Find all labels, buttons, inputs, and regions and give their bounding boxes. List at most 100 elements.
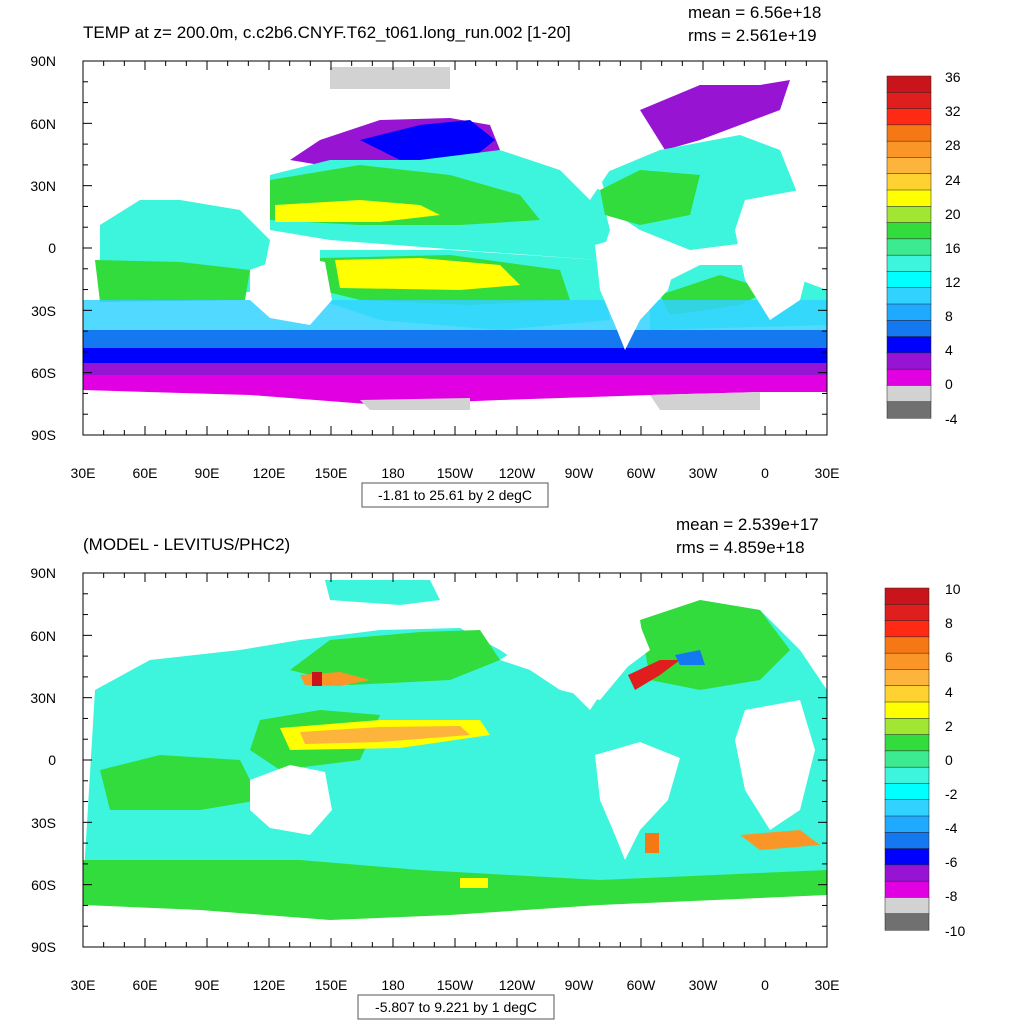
bottom-lat-label-90s: 90S xyxy=(31,939,56,955)
colorbar-swatch xyxy=(886,238,932,256)
colorbar-swatch xyxy=(884,880,930,898)
colorbar-swatch xyxy=(886,401,932,419)
colorbar-swatch xyxy=(884,587,930,605)
top-panel-title: TEMP at z= 200.0m, c.c2b6.CNYF.T62_t061.… xyxy=(83,23,571,42)
top-lat-label-0: 0 xyxy=(48,240,56,256)
top-colorbar-labels: 36 32 28 24 20 16 12 8 4 0 -4 xyxy=(945,69,961,427)
bottom-colorbar-label: -2 xyxy=(945,786,958,802)
top-band-southern-magenta xyxy=(83,375,827,405)
colorbar-swatch xyxy=(884,620,930,638)
bottom-lon-label-30e: 30E xyxy=(71,977,96,993)
top-band-north-pacific-blue xyxy=(360,120,495,160)
bottom-colorbar-label: 6 xyxy=(945,649,953,665)
top-lat-label-30n: 30N xyxy=(30,178,56,194)
colorbar-swatch xyxy=(886,352,932,370)
bottom-field-antarctic-yellow xyxy=(460,878,488,888)
colorbar-swatch xyxy=(884,750,930,768)
top-lon-label-30e: 30E xyxy=(71,465,96,481)
bottom-colorbar-label: -6 xyxy=(945,854,958,870)
colorbar-swatch xyxy=(886,92,932,110)
top-colorbar-label: 0 xyxy=(945,376,953,392)
top-lat-label-60n: 60N xyxy=(30,116,56,132)
top-land-australia xyxy=(250,255,332,325)
bottom-colorbar-label: -4 xyxy=(945,820,958,836)
colorbar-swatch xyxy=(884,897,930,915)
colorbar-swatch xyxy=(884,604,930,622)
bottom-panel-title: (MODEL - LEVITUS/PHC2) xyxy=(83,535,290,554)
top-land-north-america xyxy=(500,90,650,200)
colorbar-swatch xyxy=(884,848,930,866)
top-lat-labels: 90N 60N 30N 0 30S 60S 90S xyxy=(30,53,56,443)
bottom-field-gulf-stream-red xyxy=(628,660,680,690)
bottom-range-note: -5.807 to 9.221 by 1 degC xyxy=(357,994,555,1020)
top-band-southern-purple xyxy=(83,363,827,375)
top-lon-label-120e: 120E xyxy=(253,465,286,481)
top-panel: TEMP at z= 200.0m, c.c2b6.CNYF.T62_t061.… xyxy=(30,3,961,508)
colorbar-swatch xyxy=(884,815,930,833)
top-lat-label-60s: 60S xyxy=(31,365,56,381)
top-colorbar-label: 12 xyxy=(945,274,961,290)
bottom-colorbar: 10 8 6 4 2 0 -2 -4 -6 -8 -10 xyxy=(884,581,965,939)
colorbar-swatch xyxy=(886,108,932,126)
bottom-field-north-pacific-green xyxy=(290,630,500,685)
colorbar-swatch xyxy=(886,140,932,158)
top-colorbar-label: 20 xyxy=(945,206,961,222)
bottom-colorbar-swatches xyxy=(884,587,930,931)
bottom-range-note-box xyxy=(357,994,555,1020)
bottom-lon-label-90e: 90E xyxy=(195,977,220,993)
top-colorbar-label: 4 xyxy=(945,342,953,358)
top-band-north-pacific-yellow xyxy=(275,200,440,222)
bottom-range-note-text: -5.807 to 9.221 by 1 degC xyxy=(375,999,537,1015)
top-lon-label-30w: 30W xyxy=(689,465,719,481)
bottom-lat-label-60n: 60N xyxy=(30,628,56,644)
bottom-colorbar-label: 0 xyxy=(945,752,953,768)
bottom-colorbar-label: 2 xyxy=(945,718,953,734)
bottom-lat-label-0: 0 xyxy=(48,752,56,768)
colorbar-swatch xyxy=(886,368,932,386)
colorbar-swatch xyxy=(886,385,932,403)
bottom-field-kuroshio-red xyxy=(312,672,322,686)
bottom-lon-label-0: 0 xyxy=(761,977,769,993)
bottom-panel: (MODEL - LEVITUS/PHC2) mean = 2.539e+17 … xyxy=(30,515,965,1020)
top-map xyxy=(82,60,828,436)
colorbar-swatch xyxy=(886,173,932,191)
top-lon-label-150w: 150W xyxy=(437,465,474,481)
colorbar-swatch xyxy=(886,271,932,289)
bottom-lon-label-90w: 90W xyxy=(565,977,595,993)
top-colorbar-label: -4 xyxy=(945,411,958,427)
top-lon-label-90w: 90W xyxy=(565,465,595,481)
bottom-field-north-atlantic-green xyxy=(640,600,790,690)
colorbar-swatch xyxy=(884,734,930,752)
top-band-north-atlantic-green xyxy=(600,170,700,225)
top-range-note-box xyxy=(361,482,549,508)
bottom-colorbar-label: -10 xyxy=(945,923,965,939)
top-colorbar-label: 28 xyxy=(945,137,961,153)
bottom-field-tropical-orange xyxy=(300,726,470,744)
bottom-lat-label-60s: 60S xyxy=(31,877,56,893)
colorbar-swatch xyxy=(886,336,932,354)
bottom-lon-label-180: 180 xyxy=(381,977,405,993)
colorbar-swatch xyxy=(884,864,930,882)
top-colorbar-label: 36 xyxy=(945,69,961,85)
top-range-note: -1.81 to 25.61 by 2 degC xyxy=(361,482,549,508)
colorbar-swatch xyxy=(886,189,932,207)
bottom-lon-label-60e: 60E xyxy=(133,977,158,993)
bottom-colorbar-label: 10 xyxy=(945,581,961,597)
top-band-indian-green xyxy=(95,260,250,302)
top-band-north-atlantic-cold xyxy=(640,80,790,150)
bottom-land-africa xyxy=(735,700,815,830)
bottom-lat-label-90n: 90N xyxy=(30,565,56,581)
top-colorbar-label: 8 xyxy=(945,308,953,324)
colorbar-swatch xyxy=(884,669,930,687)
colorbar-swatch xyxy=(884,685,930,703)
colorbar-swatch xyxy=(886,157,932,175)
colorbar-swatch xyxy=(884,913,930,931)
top-lon-label-60w: 60W xyxy=(627,465,657,481)
colorbar-swatch xyxy=(886,206,932,224)
bottom-lon-label-120w: 120W xyxy=(499,977,536,993)
top-colorbar-label: 16 xyxy=(945,240,961,256)
top-band-southern-cyan xyxy=(83,300,827,330)
colorbar-swatch xyxy=(884,799,930,817)
bottom-land-australia xyxy=(250,765,332,835)
top-band-antarctic-ice-east xyxy=(360,398,470,410)
